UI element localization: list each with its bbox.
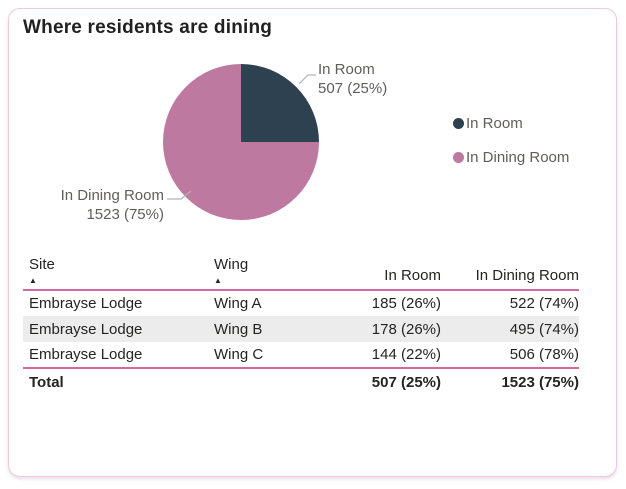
cell-wing: Wing B xyxy=(214,320,263,338)
cell-site: Embrayse Lodge xyxy=(29,295,143,312)
cell-site: Embrayse Lodge xyxy=(29,320,143,338)
legend: In Room In Dining Room xyxy=(453,115,569,183)
cell-wing: Wing C xyxy=(214,346,264,363)
cell-wing: Wing A xyxy=(214,295,262,312)
pie-label-category: In Dining Room xyxy=(60,187,164,204)
table-row[interactable]: Embrayse Lodge Wing B 178 (26%) 495 (74%… xyxy=(23,316,579,342)
legend-swatch-icon xyxy=(453,152,464,163)
pie-label-category: In Room xyxy=(318,61,375,78)
legend-label: In Dining Room xyxy=(466,149,570,166)
table-row[interactable]: Embrayse Lodge Wing C 144 (22%) 506 (78%… xyxy=(23,342,579,368)
chart-title: Where residents are dining xyxy=(23,17,273,38)
cell-in-dining-room: 506 (78%) xyxy=(509,346,579,363)
cell-in-dining-room: 522 (74%) xyxy=(509,295,579,312)
sort-ascending-icon: ▲ xyxy=(29,276,37,285)
callout-line-in-room xyxy=(298,74,316,85)
pie-label-in-room: In Room 507 (25%) xyxy=(318,60,387,98)
cell-in-room: 185 (26%) xyxy=(371,295,441,312)
legend-label: In Room xyxy=(466,115,523,132)
cell-in-dining-room: 495 (74%) xyxy=(509,320,579,338)
total-wing xyxy=(214,367,327,396)
pie-label-value: 507 (25%) xyxy=(318,80,388,97)
column-header-label: In Dining Room xyxy=(475,267,579,284)
column-header-label: Wing xyxy=(214,256,249,273)
cell-in-room: 144 (22%) xyxy=(371,346,441,363)
table-header-row: Site ▲ Wing ▲ In Room In Dining Room xyxy=(23,255,579,291)
total-row[interactable]: Total 507 (25%) 1523 (75%) xyxy=(23,367,579,396)
pie-chart[interactable] xyxy=(163,64,319,220)
sort-ascending-icon: ▲ xyxy=(214,276,222,285)
cell-in-room: 178 (26%) xyxy=(371,320,441,338)
table-row[interactable]: Embrayse Lodge Wing A 185 (26%) 522 (74%… xyxy=(23,290,579,316)
total-in-room: 507 (25%) xyxy=(327,367,441,396)
total-label: Total xyxy=(23,367,214,396)
visual-card: Where residents are dining In Room 507 (… xyxy=(8,8,617,477)
column-header-label: Site xyxy=(29,256,55,273)
legend-item-in-dining-room[interactable]: In Dining Room xyxy=(453,149,569,166)
column-header-in-room[interactable]: In Room xyxy=(327,255,441,291)
legend-item-in-room[interactable]: In Room xyxy=(453,115,569,132)
data-table: Site ▲ Wing ▲ In Room In Dining Room Emb… xyxy=(23,255,579,396)
legend-swatch-icon xyxy=(453,118,464,129)
column-header-wing[interactable]: Wing ▲ xyxy=(214,255,327,291)
total-in-dining-room: 1523 (75%) xyxy=(441,367,579,396)
pie-label-value: 1523 (75%) xyxy=(86,206,164,223)
cell-site: Embrayse Lodge xyxy=(29,346,143,363)
column-header-site[interactable]: Site ▲ xyxy=(23,255,214,291)
column-header-in-dining-room[interactable]: In Dining Room xyxy=(441,255,579,291)
pie-label-in-dining-room: In Dining Room 1523 (75%) xyxy=(61,186,164,224)
column-header-label: In Room xyxy=(384,267,441,284)
